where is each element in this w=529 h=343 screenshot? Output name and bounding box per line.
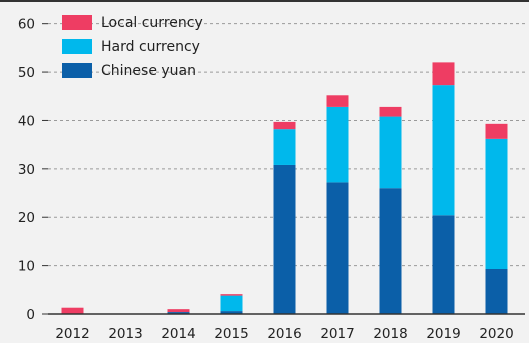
legend-label: Hard currency bbox=[101, 39, 200, 55]
y-tick-label: 30 bbox=[18, 162, 35, 178]
y-tick-label: 60 bbox=[18, 17, 35, 33]
x-tick-label: 2012 bbox=[55, 326, 89, 342]
legend-swatch bbox=[62, 15, 92, 30]
bar-segment-hard-currency bbox=[379, 116, 402, 189]
x-tick-label: 2020 bbox=[479, 326, 513, 342]
x-tick-label: 2014 bbox=[161, 326, 195, 342]
y-tick-label: 20 bbox=[18, 210, 35, 226]
legend-label: Local currency bbox=[101, 15, 203, 31]
bar-segment-hard-currency bbox=[220, 295, 243, 312]
x-tick-label: 2013 bbox=[108, 326, 142, 342]
bar-segment-local-currency bbox=[379, 106, 402, 117]
bar-segment-chinese-yuan bbox=[432, 215, 455, 314]
legend-swatch bbox=[62, 39, 92, 54]
legend-swatch bbox=[62, 63, 92, 78]
bar-segment-hard-currency bbox=[432, 85, 455, 216]
bar-segment-local-currency bbox=[273, 121, 296, 130]
bar-segment-chinese-yuan bbox=[379, 188, 402, 314]
bar-segment-chinese-yuan bbox=[485, 269, 508, 314]
y-tick-label: 10 bbox=[18, 259, 35, 275]
bar-segment-chinese-yuan bbox=[326, 182, 349, 314]
bar-segment-local-currency bbox=[485, 123, 508, 139]
bar-segment-chinese-yuan bbox=[167, 312, 190, 314]
bar-segment-local-currency bbox=[61, 307, 84, 314]
bar-segment-local-currency bbox=[220, 294, 243, 296]
y-tick-label: 40 bbox=[18, 113, 35, 129]
bar-segment-hard-currency bbox=[485, 138, 508, 269]
bar-segment-chinese-yuan bbox=[273, 164, 296, 314]
bar-segment-hard-currency bbox=[326, 106, 349, 183]
x-tick-label: 2017 bbox=[320, 326, 354, 342]
legend-label: Chinese yuan bbox=[101, 63, 196, 79]
bar-segment-hard-currency bbox=[273, 129, 296, 165]
x-tick-label: 2019 bbox=[426, 326, 460, 342]
bar-segment-chinese-yuan bbox=[220, 311, 243, 314]
y-tick-label: 50 bbox=[18, 65, 35, 81]
x-tick-label: 2015 bbox=[214, 326, 248, 342]
y-tick-label: 0 bbox=[26, 307, 35, 323]
bar-segment-local-currency bbox=[432, 62, 455, 86]
x-tick-label: 2018 bbox=[373, 326, 407, 342]
x-tick-label: 2016 bbox=[267, 326, 301, 342]
bar-segment-local-currency bbox=[167, 309, 190, 313]
bar-segment-local-currency bbox=[326, 95, 349, 107]
